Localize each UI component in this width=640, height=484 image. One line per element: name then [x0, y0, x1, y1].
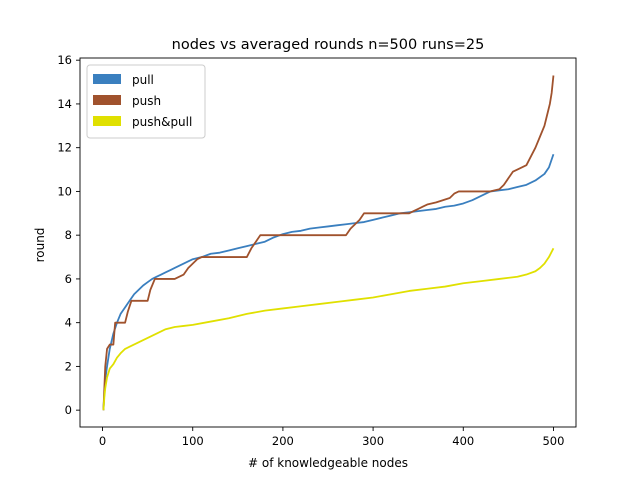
y-tick-label: 0 [65, 403, 72, 417]
y-tick-label: 12 [57, 141, 72, 155]
y-tick-label: 4 [65, 316, 72, 330]
plot-area [102, 75, 555, 411]
series-line-push-pull [102, 247, 555, 411]
y-tick-label: 10 [57, 184, 72, 198]
x-tick-label: 200 [272, 434, 294, 448]
series-line-pull [102, 153, 555, 411]
x-tick-label: 300 [362, 434, 384, 448]
x-tick-label: 100 [182, 434, 204, 448]
y-axis-label: round [33, 228, 47, 263]
x-tick-label: 0 [99, 434, 106, 448]
axes-frame [79, 57, 577, 428]
y-tick-label: 2 [65, 359, 72, 373]
y-tick-label: 6 [65, 272, 72, 286]
legend-swatch [93, 116, 121, 126]
y-tick-label: 16 [57, 53, 72, 67]
x-axis-label: # of knowledgeable nodes [248, 456, 408, 470]
x-tick-label: 400 [452, 434, 474, 448]
legend-label: push&pull [132, 115, 192, 129]
legend-swatch [93, 74, 121, 84]
chart-title: nodes vs averaged rounds n=500 runs=25 [172, 37, 485, 53]
axes: 0 100 200 300 400 500 0 2 4 6 8 10 12 14 16 [57, 53, 577, 448]
y-tick-label: 14 [57, 97, 72, 111]
series-line-push [102, 75, 555, 411]
y-tick-label: 8 [65, 228, 72, 242]
x-tick-label: 500 [542, 434, 564, 448]
legend-label: push [132, 94, 161, 108]
legend-label: pull [132, 73, 154, 87]
legend: pull push push&pull [86, 64, 206, 139]
legend-swatch [93, 95, 121, 105]
